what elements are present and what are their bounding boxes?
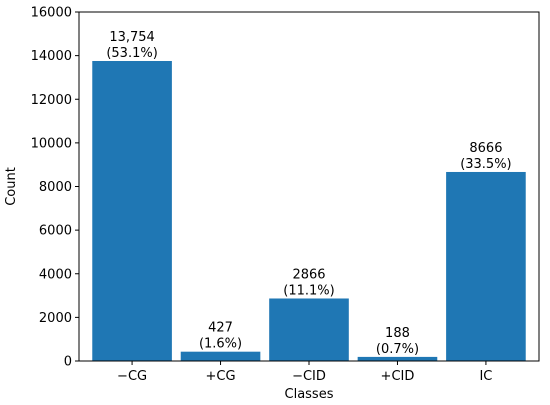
value-label-3: 188 (385, 326, 410, 341)
percent-label-1: (1.6%) (199, 337, 242, 352)
value-label-1: 427 (208, 321, 233, 336)
bar-2 (269, 298, 349, 361)
bar-4 (446, 171, 526, 361)
value-label-2: 2866 (292, 267, 325, 282)
x-tick-label-1: +CG (206, 369, 236, 384)
x-axis-label: Classes (285, 387, 334, 402)
x-axis-ticks: −CG +CG −CID +CID IC (117, 361, 492, 384)
value-label-4: 8666 (469, 141, 502, 156)
x-tick-label-0: −CG (117, 369, 147, 384)
y-tick-label-8: 16000 (31, 6, 72, 21)
y-tick-label-5: 10000 (31, 136, 72, 151)
bar-3 (357, 356, 438, 361)
data-labels: 13,754(53.1%) 427(1.6%) 2866(11.1%) 188(0.7… (106, 30, 511, 357)
y-tick-label-1: 2000 (39, 311, 72, 326)
bar-0 (92, 60, 172, 361)
y-tick-label-4: 8000 (39, 180, 72, 195)
x-tick-label-2: −CID (292, 369, 326, 384)
bars-group (92, 60, 526, 361)
x-tick-label-4: IC (479, 369, 492, 384)
value-label-0: 13,754 (109, 30, 155, 45)
percent-label-3: (0.7%) (376, 342, 419, 357)
y-tick-label-7: 14000 (31, 49, 72, 64)
y-tick-label-3: 6000 (39, 224, 72, 239)
plot-frame (78, 11, 540, 362)
percent-label-0: (53.1%) (106, 46, 157, 61)
percent-label-2: (11.1%) (283, 283, 334, 298)
bar-1 (180, 351, 261, 361)
y-axis-label: Count (4, 167, 19, 206)
y-tick-label-0: 0 (64, 355, 72, 370)
y-tick-label-2: 4000 (39, 267, 72, 282)
percent-label-4: (33.5%) (460, 157, 511, 172)
x-tick-label-3: +CID (381, 369, 415, 384)
y-tick-label-6: 12000 (31, 93, 72, 108)
y-axis-ticks: 0 2000 4000 6000 8000 10000 12000 14000 16000 (31, 6, 79, 370)
